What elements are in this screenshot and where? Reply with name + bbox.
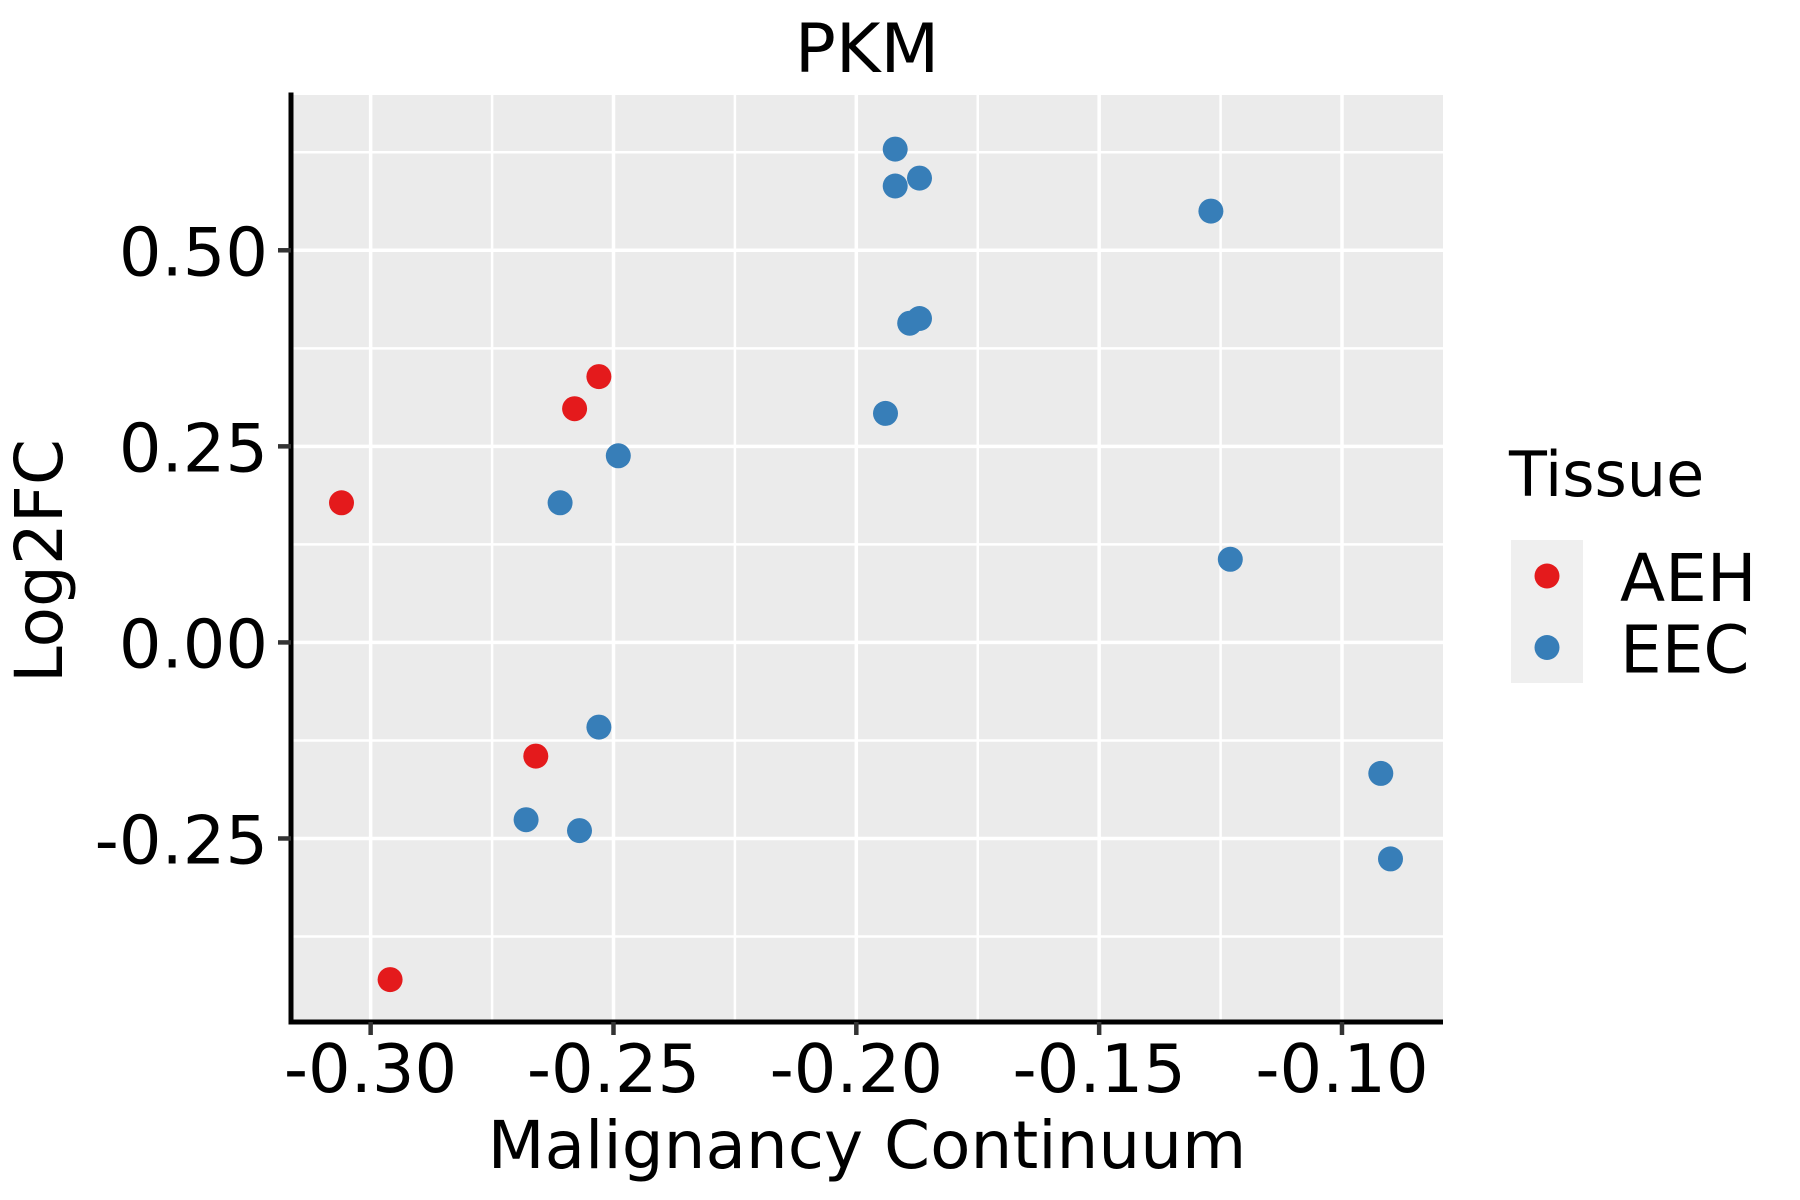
point-eec xyxy=(1198,198,1224,224)
point-eec xyxy=(513,807,539,833)
y-tick-label: -0.25 xyxy=(95,802,268,880)
legend-title: Tissue xyxy=(1508,438,1704,511)
data-points xyxy=(329,136,1403,993)
point-aeh xyxy=(523,743,549,769)
point-eec xyxy=(873,400,898,426)
point-aeh xyxy=(329,490,354,516)
x-tick-label: -0.20 xyxy=(770,1030,943,1108)
point-eec xyxy=(882,136,908,162)
legend: Tissue AEH EEC xyxy=(1508,438,1756,689)
y-axis-title: Log2FC xyxy=(1,439,78,683)
y-tick-label: 0.50 xyxy=(119,214,268,292)
x-tick-label: -0.15 xyxy=(1013,1030,1186,1108)
point-eec xyxy=(547,490,573,516)
axis-tick-marks xyxy=(278,248,1345,1035)
point-eec xyxy=(1378,846,1403,872)
point-eec xyxy=(907,306,932,331)
x-tick-label: -0.30 xyxy=(284,1030,457,1108)
y-tick-label: 0.00 xyxy=(119,606,268,684)
point-eec xyxy=(605,443,631,469)
point-aeh xyxy=(562,396,588,422)
point-eec xyxy=(567,818,592,844)
x-axis-title: Malignancy Continuum xyxy=(488,1107,1247,1184)
point-aeh xyxy=(377,967,403,993)
point-aeh xyxy=(586,364,612,390)
legend-label-eec: EEC xyxy=(1620,612,1750,689)
point-eec xyxy=(907,165,932,191)
y-tick-label: 0.25 xyxy=(119,410,268,488)
legend-key-dot-aeh xyxy=(1534,563,1560,589)
panel-background xyxy=(291,95,1443,1022)
legend-label-aeh: AEH xyxy=(1620,540,1756,617)
x-tick-label: -0.25 xyxy=(527,1030,700,1108)
x-tick-label: -0.10 xyxy=(1255,1030,1428,1108)
point-eec xyxy=(1217,546,1243,572)
point-eec xyxy=(882,173,908,199)
legend-key-dot-eec xyxy=(1534,635,1560,660)
point-eec xyxy=(586,714,612,740)
chart-title: PKM xyxy=(795,10,939,89)
gridlines-major xyxy=(291,95,1443,1022)
point-eec xyxy=(1368,760,1394,786)
